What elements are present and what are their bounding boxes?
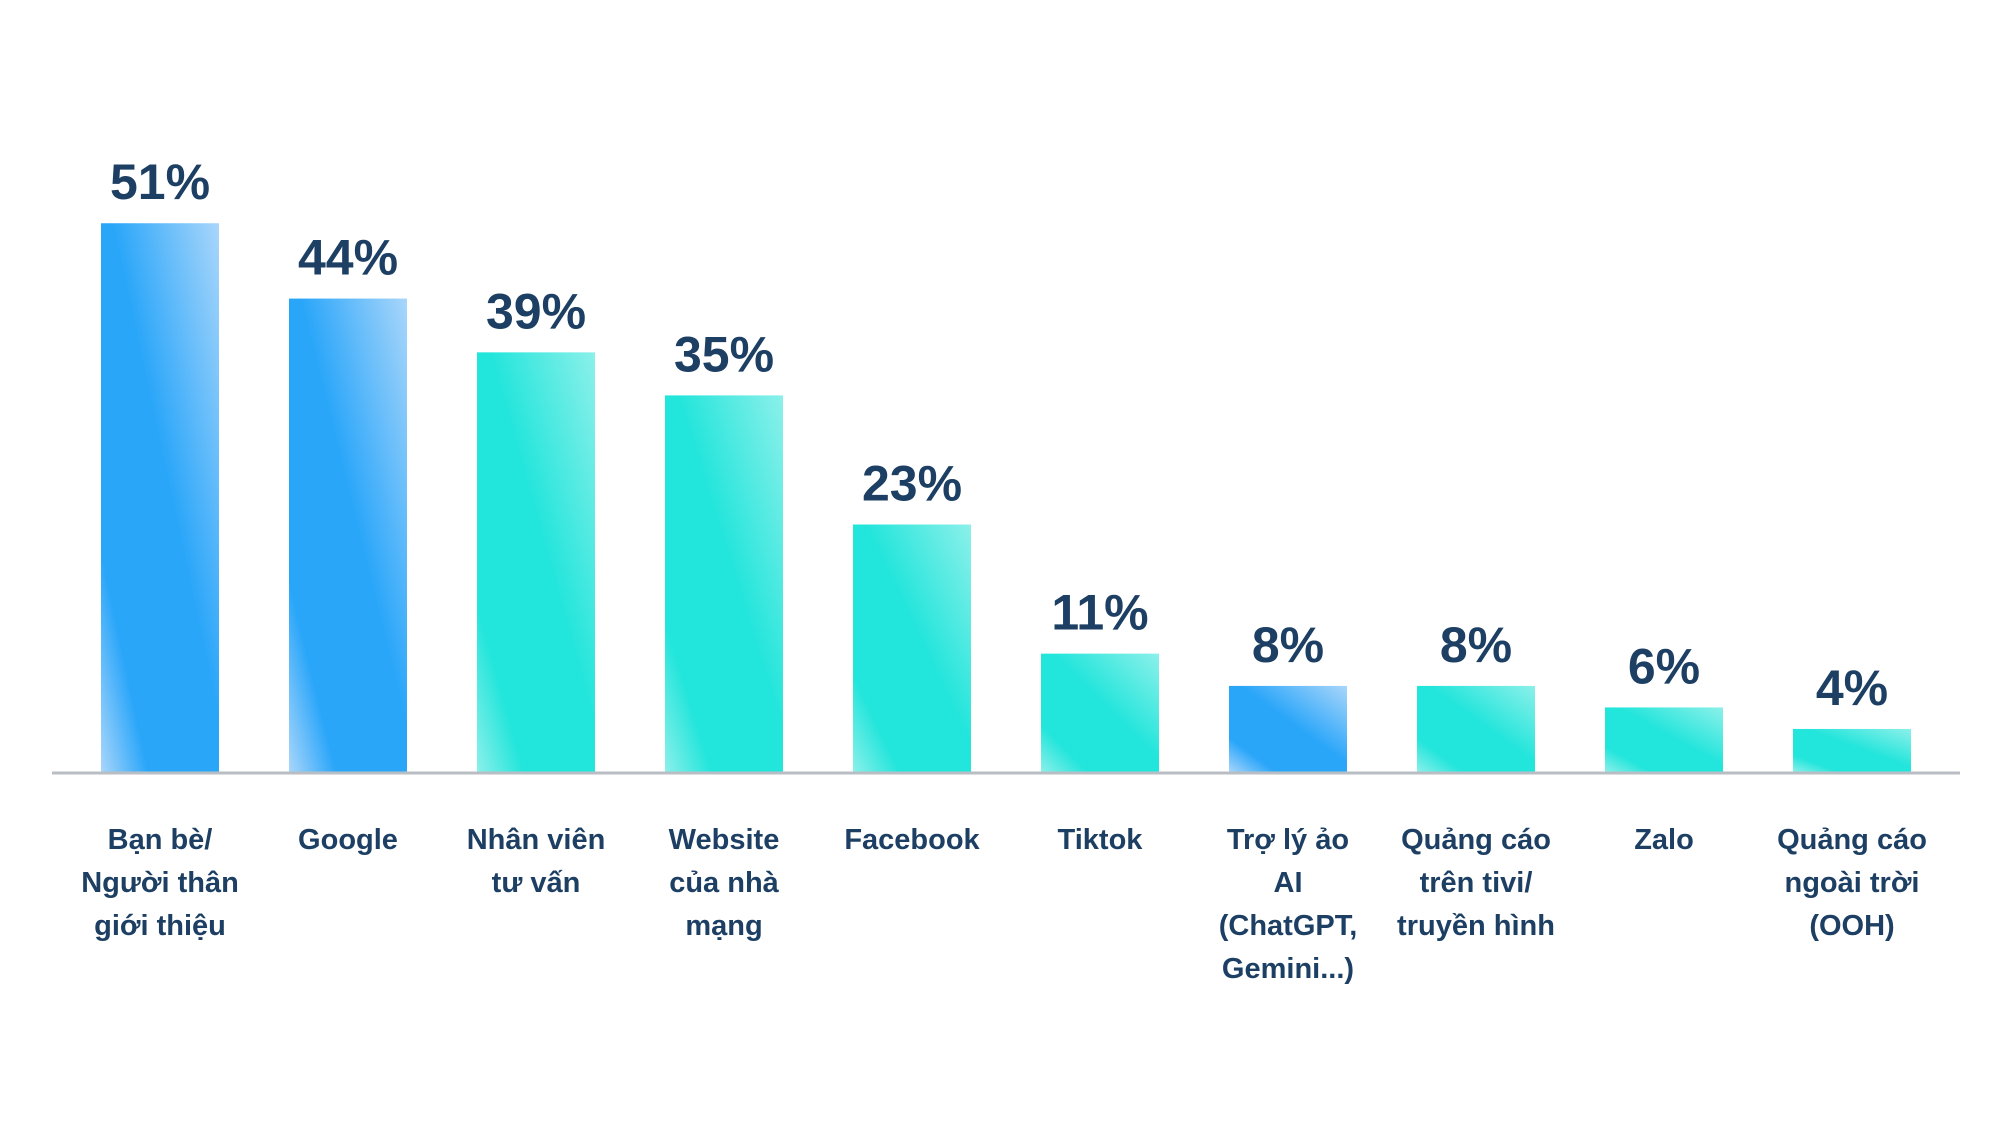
category-label-7: Trợ lý ảo AI (ChatGPT, Gemini...) bbox=[1219, 824, 1358, 985]
value-label-9: 6% bbox=[1628, 638, 1700, 694]
bar-6 bbox=[1041, 653, 1159, 772]
category-label-6: Tiktok bbox=[1058, 824, 1144, 856]
bar-7 bbox=[1229, 685, 1347, 772]
value-label-5: 23% bbox=[862, 456, 962, 512]
bars-layer bbox=[101, 223, 1911, 773]
value-label-8: 8% bbox=[1440, 617, 1512, 673]
bar-4 bbox=[665, 395, 783, 772]
category-label-2: Google bbox=[298, 824, 398, 856]
bar-3 bbox=[477, 352, 595, 772]
value-label-2: 44% bbox=[298, 230, 398, 286]
value-label-3: 39% bbox=[486, 283, 586, 339]
bar-1 bbox=[101, 223, 219, 773]
category-label-8: Quảng cáo trên tivi/truyền hình bbox=[1397, 824, 1555, 942]
category-label-4: Website của nhà mạng bbox=[669, 824, 780, 942]
category-label-5: Facebook bbox=[844, 824, 980, 856]
category-label-10: Quảng cáo ngoài trời (OOH) bbox=[1777, 824, 1927, 942]
value-label-1: 51% bbox=[110, 154, 210, 210]
category-label-1: Bạn bè/Người thân giới thiệu bbox=[81, 824, 239, 942]
value-label-10: 4% bbox=[1816, 660, 1888, 716]
bar-8 bbox=[1417, 685, 1535, 772]
value-labels-layer: 51% 44% 39% 35% 23% 11% 8% 8% 6% 4% bbox=[110, 154, 1888, 716]
bar-10 bbox=[1793, 728, 1911, 772]
value-label-6: 11% bbox=[1051, 585, 1148, 641]
value-label-7: 8% bbox=[1252, 617, 1324, 673]
value-label-4: 35% bbox=[674, 326, 774, 382]
category-label-3: Nhân viên tư vấn bbox=[467, 824, 606, 899]
bar-2 bbox=[289, 298, 407, 772]
category-labels-layer: Bạn bè/Người thân giới thiệu Google Nhân vi… bbox=[81, 824, 1927, 985]
bar-9 bbox=[1605, 707, 1723, 772]
category-label-9: Zalo bbox=[1634, 824, 1694, 856]
bar-5 bbox=[853, 524, 971, 772]
